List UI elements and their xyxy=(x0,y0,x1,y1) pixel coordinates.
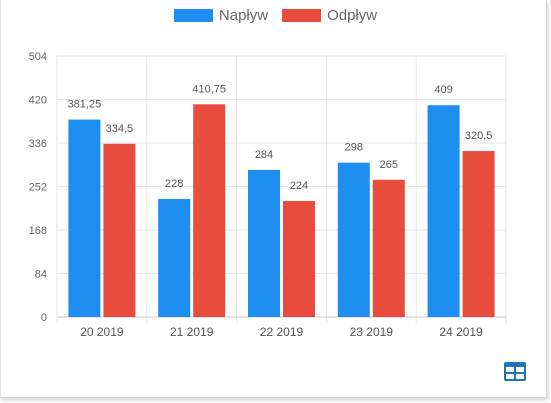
x-tick-label: 21 2019 xyxy=(170,325,214,339)
bar-inflow xyxy=(248,169,280,317)
x-tick-label: 23 2019 xyxy=(350,325,394,339)
data-label: 409 xyxy=(434,84,452,96)
x-tick-label: 22 2019 xyxy=(260,325,304,339)
y-tick-label: 252 xyxy=(29,182,47,194)
y-tick-label: 0 xyxy=(41,312,47,324)
bar-outflow xyxy=(372,179,405,317)
legend-item-outflow[interactable]: Odpływ xyxy=(282,7,377,24)
data-label: 320,5 xyxy=(465,130,493,142)
x-tick-label: 24 2019 xyxy=(439,325,483,339)
bar-outflow xyxy=(193,104,226,317)
legend-item-inflow[interactable]: Napływ xyxy=(173,7,269,24)
y-tick-label: 84 xyxy=(35,269,47,281)
legend: Napływ Odpływ xyxy=(0,7,551,24)
data-label: 410,75 xyxy=(192,83,226,95)
bar-inflow xyxy=(158,198,191,317)
bar-outflow xyxy=(283,201,315,317)
legend-swatch-outflow xyxy=(282,9,322,22)
x-tick-label: 20 2019 xyxy=(80,325,124,339)
y-tick-label: 168 xyxy=(29,225,47,237)
bar-inflow xyxy=(68,119,101,318)
data-label: 224 xyxy=(290,180,308,192)
bar-inflow xyxy=(337,162,370,317)
data-label: 381,25 xyxy=(68,99,102,111)
table-view-button[interactable] xyxy=(504,362,526,381)
bar-inflow xyxy=(427,105,460,317)
data-label: 265 xyxy=(380,159,398,171)
legend-swatch-inflow xyxy=(173,9,213,22)
table-icon xyxy=(504,362,526,381)
y-tick-label: 336 xyxy=(29,138,47,150)
data-label: 298 xyxy=(345,142,363,154)
bar-outflow xyxy=(103,143,136,317)
data-label: 228 xyxy=(165,178,183,190)
bar-outflow xyxy=(462,151,495,317)
data-label: 284 xyxy=(255,149,273,161)
legend-label-inflow: Napływ xyxy=(218,7,269,24)
y-tick-label: 420 xyxy=(29,95,47,107)
data-label: 334,5 xyxy=(106,123,134,135)
legend-label-outflow: Odpływ xyxy=(327,7,378,24)
y-tick-label: 504 xyxy=(29,51,47,63)
